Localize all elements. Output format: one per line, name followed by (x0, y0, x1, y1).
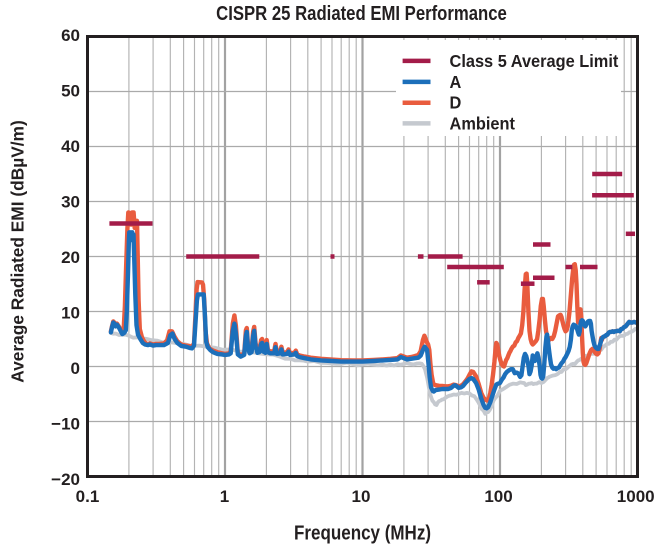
svg-text:A: A (450, 71, 462, 92)
svg-text:0.1: 0.1 (76, 487, 100, 506)
svg-text:100: 100 (484, 487, 512, 506)
svg-text:Frequency (MHz): Frequency (MHz) (294, 521, 431, 544)
svg-text:30: 30 (61, 192, 80, 211)
svg-text:−20: −20 (51, 470, 80, 489)
svg-text:50: 50 (61, 82, 80, 101)
svg-text:−10: −10 (51, 414, 80, 433)
svg-text:10: 10 (61, 303, 80, 322)
svg-text:20: 20 (61, 248, 80, 267)
svg-text:60: 60 (61, 26, 80, 45)
svg-text:CISPR 25 Radiated EMI Performa: CISPR 25 Radiated EMI Performance (216, 2, 507, 25)
svg-text:1000: 1000 (617, 487, 655, 506)
svg-text:10: 10 (352, 487, 371, 506)
svg-text:Class 5 Average Limit: Class 5 Average Limit (450, 50, 619, 71)
svg-text:1: 1 (220, 487, 229, 506)
svg-text:Average Radiated EMI (dBµV/m): Average Radiated EMI (dBµV/m) (7, 120, 27, 382)
svg-text:40: 40 (61, 137, 80, 156)
svg-text:D: D (450, 92, 462, 113)
svg-text:Ambient: Ambient (450, 113, 516, 134)
svg-text:0: 0 (71, 359, 80, 378)
